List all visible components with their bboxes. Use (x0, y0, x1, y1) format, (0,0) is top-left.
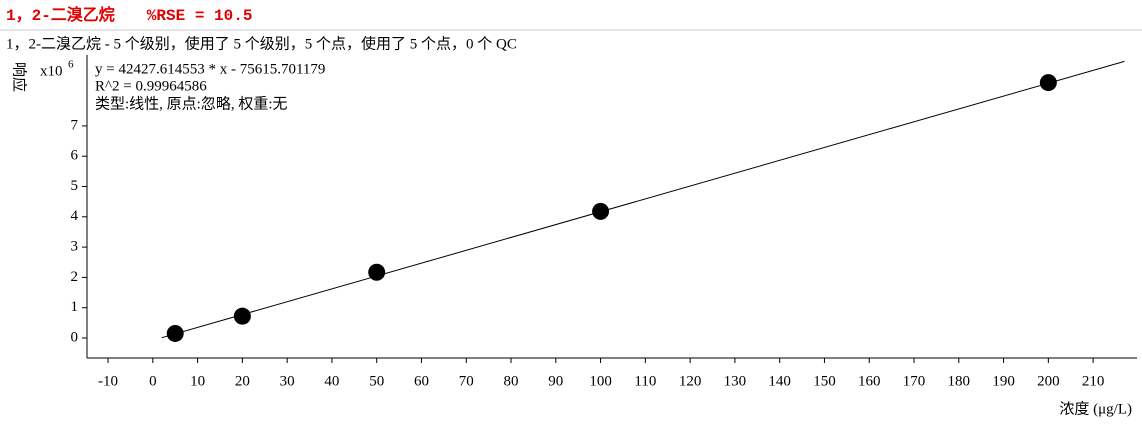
chart-title: 1，2-二溴乙烷 - 5 个级别，使用了 5 个级别，5 个点，使用了 5 个点… (6, 35, 517, 52)
x-tick-label: 110 (634, 373, 656, 389)
y-multiplier: x10 (40, 63, 63, 79)
y-tick-label: 3 (71, 239, 79, 255)
data-point (1039, 74, 1057, 92)
x-tick-label: 70 (459, 373, 474, 389)
y-tick-label: 5 (71, 178, 79, 194)
x-tick-label: 170 (903, 373, 926, 389)
r-squared: R^2 = 0.99964586 (95, 78, 207, 94)
y-multiplier-exponent: 6 (68, 59, 74, 71)
y-tick-label: 2 (71, 269, 79, 285)
x-tick-label: 200 (1037, 373, 1060, 389)
y-tick-label: 6 (71, 148, 79, 164)
x-tick-label: 140 (768, 373, 791, 389)
y-tick-label: 7 (71, 117, 79, 133)
y-tick-label: 0 (71, 329, 79, 345)
y-tick-label: 1 (71, 299, 79, 315)
data-point (166, 324, 184, 342)
fit-info: 类型:线性, 原点:忽略, 权重:无 (95, 95, 288, 112)
x-tick-label: -10 (98, 373, 118, 389)
x-tick-label: 20 (235, 373, 250, 389)
y-tick-label: 4 (71, 208, 79, 224)
x-tick-label: 160 (858, 373, 881, 389)
fit-line (161, 60, 1125, 339)
x-tick-label: 30 (280, 373, 295, 389)
x-tick-label: 100 (589, 373, 612, 389)
x-tick-label: 190 (992, 373, 1015, 389)
x-tick-label: 210 (1082, 373, 1105, 389)
x-tick-label: 50 (369, 373, 384, 389)
header: 1，2-二溴乙烷 %RSE = 10.5 (6, 5, 252, 25)
x-tick-label: 130 (724, 373, 747, 389)
y-axis-label: 响应 (11, 62, 29, 92)
x-tick-label: 60 (414, 373, 429, 389)
x-tick-label: 0 (149, 373, 157, 389)
x-axis-label: 浓度 (μg/L) (1059, 400, 1132, 417)
x-tick-label: 90 (548, 373, 563, 389)
x-tick-label: 10 (190, 373, 205, 389)
data-point (368, 263, 386, 281)
x-tick-label: 40 (324, 373, 339, 389)
equation: y = 42427.614553 * x - 75615.701179 (95, 61, 325, 77)
x-tick-label: 120 (679, 373, 702, 389)
x-tick-label: 180 (948, 373, 971, 389)
data-point (592, 202, 610, 220)
x-tick-label: 150 (813, 373, 836, 389)
x-tick-label: 80 (504, 373, 519, 389)
data-point (233, 307, 251, 325)
